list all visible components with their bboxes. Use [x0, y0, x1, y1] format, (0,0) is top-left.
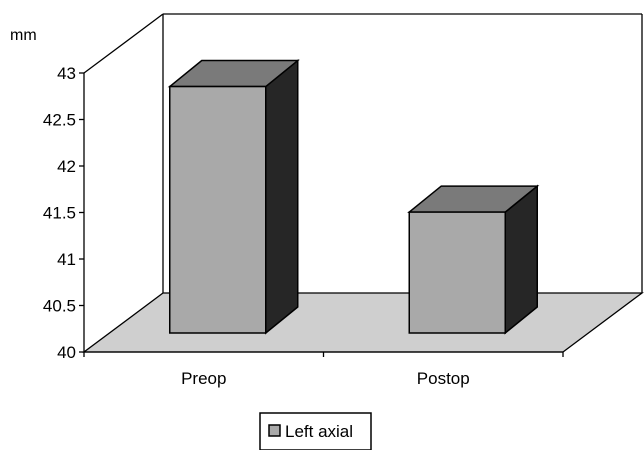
y-axis: 40 40.5 41 41.5 42 42.5 43: [43, 64, 85, 362]
legend-label: Left axial: [285, 422, 353, 441]
bar-front-face: [408, 211, 506, 334]
y-tick-label: 40.5: [43, 297, 76, 316]
bar: [167, 58, 300, 335]
y-axis-unit-label: mm: [10, 27, 37, 44]
bars: [167, 58, 540, 335]
bar: [407, 184, 540, 335]
y-tick-label: 42: [57, 157, 76, 176]
bar-side-face: [265, 58, 299, 335]
y-tick-label: 41: [57, 250, 76, 269]
legend-swatch: [268, 424, 281, 437]
top-left-depth-edge: [83, 13, 164, 74]
x-category-label: Preop: [181, 369, 226, 388]
x-axis: Preop Postop: [83, 351, 564, 388]
bar-front-face: [169, 85, 267, 334]
y-tick-label: 41.5: [43, 204, 76, 223]
y-tick-label: 40: [57, 343, 76, 362]
y-tick-label: 42.5: [43, 111, 76, 130]
floor: [82, 292, 644, 353]
legend: Left axial: [259, 412, 372, 450]
x-category-label: Postop: [417, 369, 470, 388]
chart-frame: [82, 13, 644, 353]
y-tick-label: 43: [57, 64, 76, 83]
